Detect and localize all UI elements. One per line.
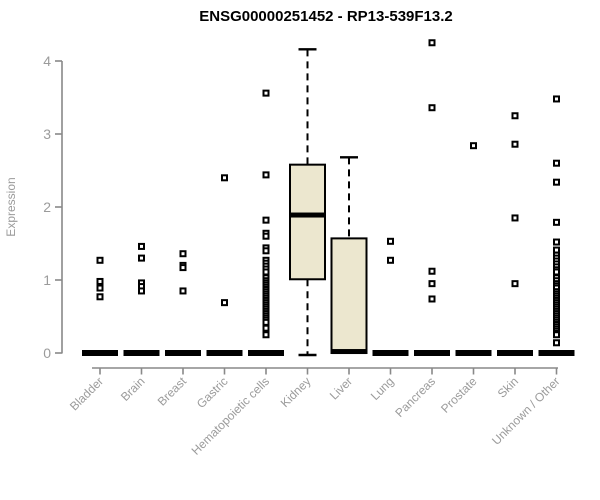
outlier-point-hematopoietic-cells <box>262 216 270 224</box>
outlier-point-prostate <box>470 142 477 150</box>
outlier-point-gastric <box>221 174 228 182</box>
outlier-point-pancreas <box>428 280 436 288</box>
outlier-point-unknown-other <box>553 331 560 339</box>
outlier-point-skin <box>511 280 519 288</box>
zero-box-lung <box>372 350 409 356</box>
outlier-point-gastric <box>221 299 228 307</box>
zero-box-gastric <box>206 350 243 356</box>
outlier-point-hematopoietic-cells <box>262 232 270 240</box>
outlier-point-bladder <box>96 256 104 264</box>
outlier-point-unknown-other <box>553 178 560 186</box>
x-tick-label-breast: Breast <box>155 374 190 409</box>
y-axis-title: Expression <box>4 177 18 236</box>
outlier-point-hematopoietic-cells <box>262 324 270 332</box>
zero-box-pancreas <box>414 350 450 356</box>
outlier-point-bladder <box>96 293 104 301</box>
y-tick-label: 1 <box>43 272 51 288</box>
median-line-liver <box>331 349 367 355</box>
outlier-point-breast <box>179 250 187 258</box>
outlier-point-unknown-other <box>553 238 560 246</box>
zero-box-unknown-other <box>538 350 575 356</box>
outlier-point-breast <box>179 264 187 272</box>
outlier-point-hematopoietic-cells <box>262 89 270 97</box>
outlier-point-pancreas <box>428 39 436 47</box>
zero-box-brain <box>123 350 160 356</box>
outlier-point-lung <box>387 237 394 245</box>
outlier-point-brain <box>138 287 145 295</box>
x-tick-label-lung: Lung <box>368 374 397 403</box>
zero-box-prostate <box>455 350 492 356</box>
outlier-point-hematopoietic-cells <box>262 247 270 255</box>
x-tick-label-liver: Liver <box>327 374 355 402</box>
outlier-point-unknown-other <box>553 218 560 226</box>
x-tick-label-gastric: Gastric <box>194 374 231 411</box>
outlier-point-breast <box>179 287 187 295</box>
outlier-point-unknown-other <box>553 159 560 167</box>
outlier-point-lung <box>387 256 394 264</box>
zero-box-bladder <box>82 350 118 356</box>
x-tick-label-bladder: Bladder <box>67 374 106 413</box>
x-tick-label-hematopoietic-cells: Hematopoietic cells <box>189 374 272 457</box>
outlier-point-hematopoietic-cells <box>262 268 270 276</box>
outlier-point-skin <box>511 112 519 120</box>
outlier-point-skin <box>511 214 519 222</box>
outlier-point-hematopoietic-cells <box>262 171 270 179</box>
outlier-point-hematopoietic-cells <box>262 331 270 339</box>
outlier-point-unknown-other <box>553 95 560 103</box>
x-tick-label-prostate: Prostate <box>438 374 480 416</box>
box-liver <box>330 237 368 354</box>
chart-title: ENSG00000251452 - RP13-539F13.2 <box>199 8 453 25</box>
y-tick-label: 3 <box>43 126 51 142</box>
zero-box-breast <box>165 350 201 356</box>
y-tick-label: 4 <box>43 53 51 69</box>
outlier-point-skin <box>511 140 519 148</box>
outlier-point-hematopoietic-cells <box>262 318 270 326</box>
y-tick-label: 0 <box>43 345 51 361</box>
outlier-point-brain <box>138 254 145 262</box>
x-tick-label-brain: Brain <box>118 374 148 404</box>
outlier-point-bladder <box>96 277 104 285</box>
zero-box-hematopoietic-cells <box>248 350 284 356</box>
x-tick-label-kidney: Kidney <box>278 374 314 410</box>
zero-box-skin <box>497 350 533 356</box>
outlier-point-pancreas <box>428 295 436 303</box>
median-line-kidney <box>290 212 325 218</box>
box-kidney <box>289 163 326 281</box>
outlier-point-bladder <box>96 284 104 292</box>
y-tick-label: 2 <box>43 199 51 215</box>
x-tick-label-skin: Skin <box>495 374 521 400</box>
outlier-point-pancreas <box>428 267 436 275</box>
outlier-point-unknown-other <box>553 268 560 276</box>
outlier-point-pancreas <box>428 104 436 112</box>
outlier-point-unknown-other <box>553 339 560 347</box>
x-tick-label-pancreas: Pancreas <box>392 374 438 420</box>
outlier-point-brain <box>138 242 145 250</box>
